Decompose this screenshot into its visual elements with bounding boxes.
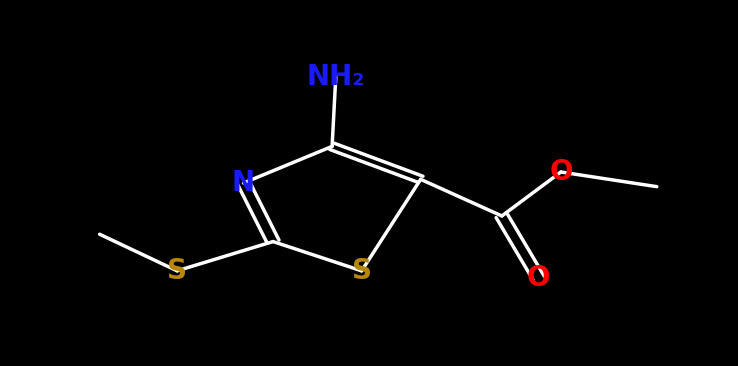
Text: NH₂: NH₂ [306,63,365,91]
Text: S: S [167,257,187,285]
Text: O: O [527,264,551,292]
Text: S: S [351,257,372,285]
Text: N: N [232,169,255,197]
Text: O: O [549,158,573,186]
